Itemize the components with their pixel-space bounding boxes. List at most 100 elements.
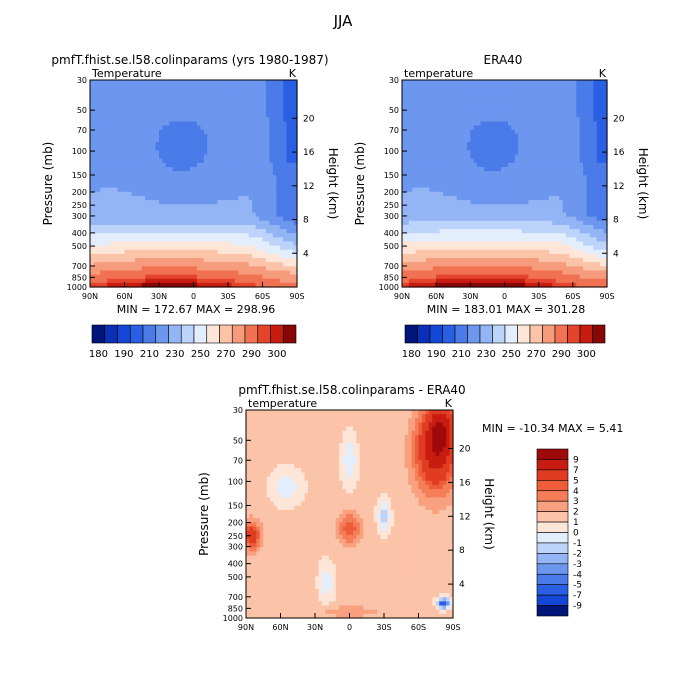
- field-cell: [279, 100, 284, 106]
- field-cell: [412, 179, 417, 185]
- field-cell: [484, 137, 489, 143]
- field-cell: [473, 270, 478, 276]
- field-cell: [217, 142, 222, 147]
- field-cell: [210, 175, 215, 180]
- field-cell: [466, 113, 471, 118]
- field-cell: [107, 133, 112, 139]
- field-cell: [165, 117, 170, 122]
- field-cell: [265, 212, 270, 218]
- field-cell: [152, 108, 157, 114]
- field-cell: [183, 187, 188, 193]
- field-cell: [412, 212, 417, 218]
- field-cell: [460, 133, 465, 139]
- field-cell: [490, 229, 495, 234]
- field-cell: [429, 270, 434, 276]
- field-cell: [127, 133, 132, 139]
- field-cell: [231, 237, 236, 243]
- field-cell: [525, 175, 530, 180]
- field-cell: [415, 150, 420, 156]
- field-cell: [419, 249, 424, 255]
- field-cell: [252, 278, 257, 284]
- field-cell: [412, 137, 417, 143]
- field-cell: [93, 195, 98, 201]
- field-cell: [207, 229, 212, 234]
- field-cell: [231, 249, 236, 255]
- field-cell: [186, 270, 191, 276]
- field-cell: [531, 216, 536, 222]
- field-cell: [429, 162, 434, 168]
- field-cell: [148, 133, 153, 139]
- field-cell: [477, 212, 482, 218]
- field-cell: [117, 166, 122, 172]
- field-cell: [429, 216, 434, 222]
- field-cell: [269, 133, 274, 139]
- field-cell: [224, 113, 229, 118]
- field-cell: [207, 266, 212, 272]
- field-cell: [286, 274, 291, 280]
- field-cell: [100, 142, 105, 147]
- field-cell: [107, 175, 112, 180]
- field-cell: [490, 154, 495, 160]
- field-cell: [103, 133, 108, 139]
- field-cell: [114, 278, 119, 284]
- field-cell: [124, 96, 129, 102]
- field-cell: [221, 229, 226, 234]
- field-cell: [453, 237, 458, 243]
- field-cell: [501, 117, 506, 122]
- field-cell: [460, 142, 465, 147]
- field-cell: [196, 108, 201, 114]
- field-cell: [117, 262, 122, 267]
- field-cell: [224, 162, 229, 168]
- field-cell: [210, 113, 215, 118]
- field-cell: [439, 212, 444, 218]
- field-cell: [425, 162, 430, 168]
- field-cell: [234, 104, 239, 110]
- field-cell: [224, 204, 229, 209]
- field-cell: [183, 80, 188, 85]
- field-cell: [269, 262, 274, 267]
- field-cell: [190, 104, 195, 110]
- field-cell: [203, 253, 208, 259]
- field-cell: [286, 150, 291, 156]
- field-cell: [412, 158, 417, 164]
- field-cell: [148, 200, 153, 205]
- field-cell: [293, 262, 298, 267]
- field-cell: [131, 229, 136, 234]
- field-cell: [283, 166, 288, 172]
- field-cell: [269, 84, 274, 89]
- field-cell: [415, 212, 420, 218]
- field-cell: [283, 266, 288, 272]
- field-cell: [460, 80, 465, 85]
- field-cell: [293, 191, 298, 197]
- field-cell: [238, 266, 243, 272]
- field-cell: [480, 125, 485, 131]
- field-cell: [412, 104, 417, 110]
- field-cell: [262, 282, 267, 288]
- field-cell: [110, 171, 115, 176]
- field-cell: [214, 121, 219, 127]
- field-cell: [286, 216, 291, 222]
- field-cell: [480, 133, 485, 139]
- field-cell: [127, 241, 132, 247]
- field-cell: [172, 166, 177, 172]
- field-cell: [521, 216, 526, 222]
- field-cell: [103, 266, 108, 272]
- field-cell: [504, 229, 509, 234]
- field-cell: [252, 121, 257, 127]
- field-cell: [162, 142, 167, 147]
- field-cell: [121, 137, 126, 143]
- field-cell: [463, 208, 468, 214]
- field-cell: [155, 204, 160, 209]
- field-cell: [238, 224, 243, 230]
- field-cell: [124, 162, 129, 168]
- field-cell: [470, 113, 475, 118]
- field-cell: [460, 92, 465, 98]
- field-cell: [169, 150, 174, 156]
- field-cell: [90, 229, 95, 234]
- field-cell: [443, 100, 448, 106]
- field-cell: [224, 171, 229, 176]
- field-cell: [217, 104, 222, 110]
- field-cell: [286, 129, 291, 135]
- field-cell: [405, 204, 410, 209]
- field-cell: [221, 216, 226, 222]
